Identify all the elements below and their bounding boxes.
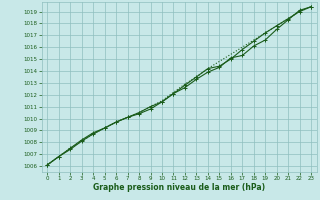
- X-axis label: Graphe pression niveau de la mer (hPa): Graphe pression niveau de la mer (hPa): [93, 183, 265, 192]
